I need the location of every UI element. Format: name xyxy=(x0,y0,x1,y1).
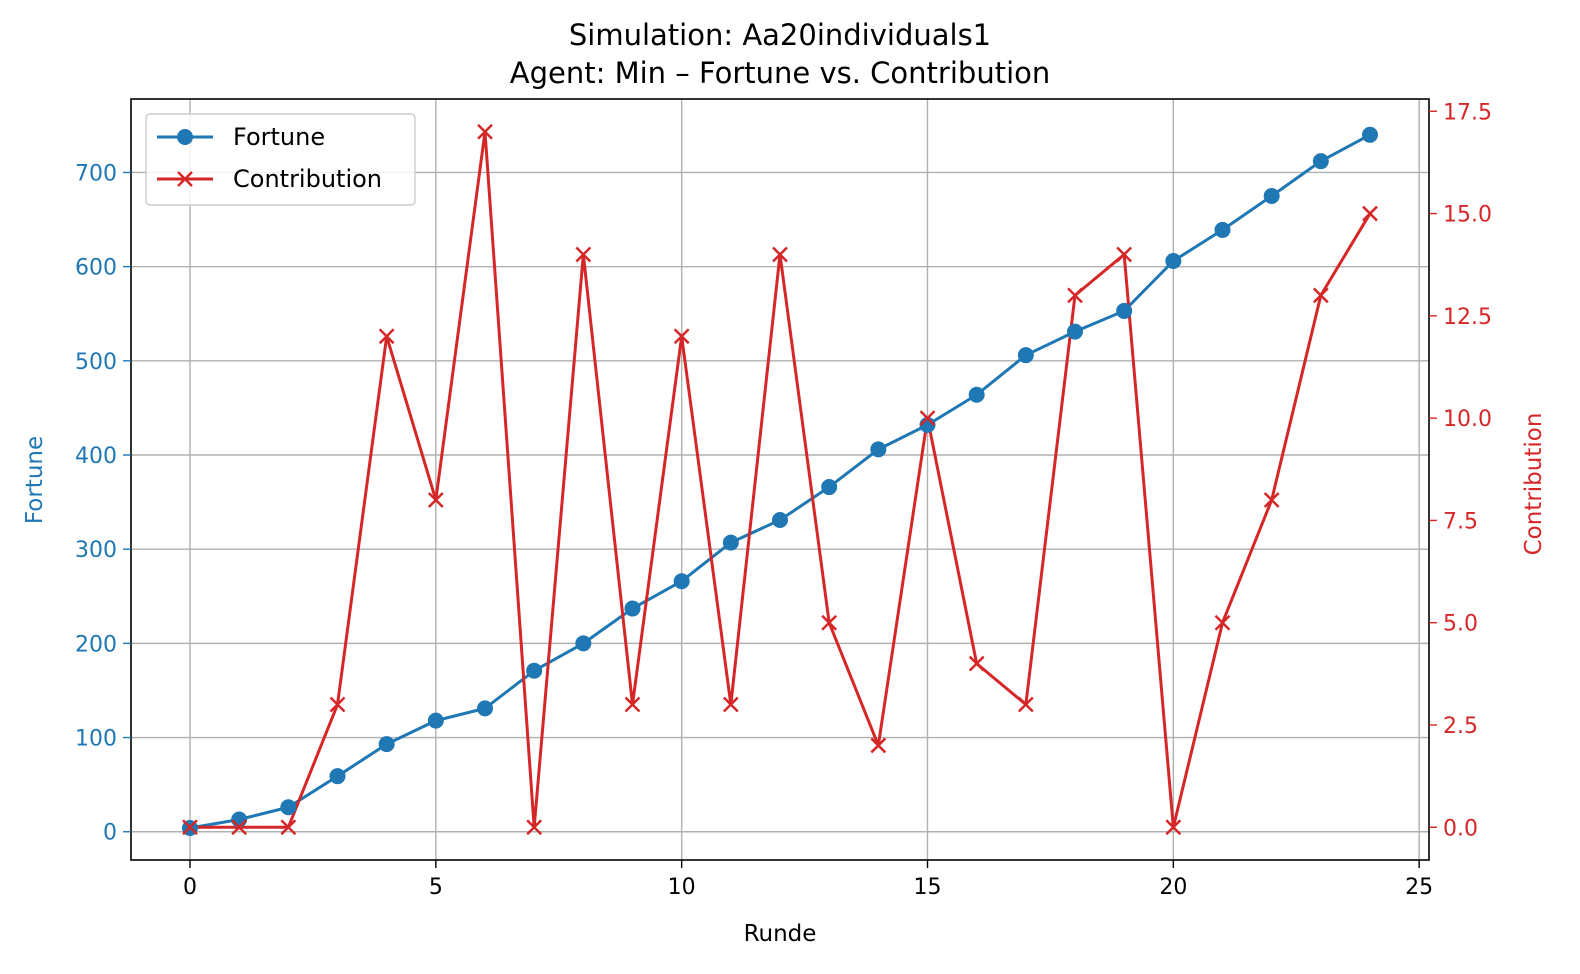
y-axis-left: 0 100 200 300 400 500 600 700 xyxy=(75,161,131,846)
contribution-point-16 xyxy=(968,655,985,672)
fortune-point-7 xyxy=(526,662,543,679)
y-right-tick-label-1: 2.5 xyxy=(1443,714,1478,739)
contribution-point-10 xyxy=(673,328,690,345)
fortune-point-18 xyxy=(1067,323,1083,340)
y-left-tick-label-5: 500 xyxy=(75,350,117,375)
fortune-point-6 xyxy=(477,700,493,717)
fortune-point-9 xyxy=(624,600,641,617)
y-right-tick-label-5: 12.5 xyxy=(1443,305,1492,330)
y-axis-left-label: Fortune xyxy=(22,436,48,524)
contribution-point-18 xyxy=(1067,287,1083,304)
contribution-point-23 xyxy=(1312,287,1329,304)
fortune-point-24 xyxy=(1362,126,1378,143)
fortune-point-23 xyxy=(1312,153,1329,170)
x-tick-label-1: 5 xyxy=(429,875,443,900)
fortune-point-20 xyxy=(1165,252,1182,269)
x-axis: 0 5 10 15 20 25 xyxy=(183,860,1433,900)
y-left-tick-label-7: 700 xyxy=(75,161,117,186)
fortune-point-16 xyxy=(968,386,985,403)
chart-subtitle: Agent: Min – Fortune vs. Contribution xyxy=(510,56,1051,90)
contribution-point-6 xyxy=(477,123,493,140)
y-right-tick-label-6: 15.0 xyxy=(1443,203,1492,228)
x-tick-label-3: 15 xyxy=(914,875,942,900)
contribution-point-0 xyxy=(182,819,198,836)
contribution-point-22 xyxy=(1263,492,1280,508)
y-right-tick-label-0: 0.0 xyxy=(1443,816,1478,841)
y-left-tick-label-1: 100 xyxy=(75,727,117,752)
fortune-point-21 xyxy=(1214,221,1231,238)
legend: Fortune Contribution xyxy=(145,113,416,206)
fortune-point-1 xyxy=(231,811,248,828)
y-right-tick-label-2: 5.0 xyxy=(1443,612,1478,637)
contribution-point-4 xyxy=(378,328,395,345)
legend-box xyxy=(145,113,416,206)
plot-frame xyxy=(130,98,1430,861)
grid xyxy=(131,99,1429,860)
contribution-point-24 xyxy=(1362,205,1378,222)
contribution-point-14 xyxy=(870,737,887,754)
y-right-tick-label-7: 17.5 xyxy=(1443,100,1492,125)
fortune-point-12 xyxy=(772,511,788,528)
fortune-point-5 xyxy=(427,712,444,729)
x-tick-label-5: 25 xyxy=(1405,875,1433,900)
series-line-contribution xyxy=(190,130,1372,829)
x-tick-label-4: 20 xyxy=(1159,875,1187,900)
fortune-point-11 xyxy=(722,534,739,551)
y-left-tick-label-6: 600 xyxy=(75,256,117,281)
y-left-tick-label-0: 0 xyxy=(103,821,117,846)
fortune-point-10 xyxy=(673,573,690,590)
fortune-point-13 xyxy=(821,479,838,496)
fortune-point-2 xyxy=(280,799,297,816)
legend-fortune-marker xyxy=(177,129,193,145)
fortune-point-8 xyxy=(575,635,592,652)
contribution-point-9 xyxy=(624,696,641,713)
contribution-point-20 xyxy=(1165,819,1182,836)
chart-title: Simulation: Aa20individuals1 xyxy=(569,18,991,52)
contribution-point-21 xyxy=(1214,614,1231,631)
y-axis-right-label: Contribution xyxy=(1521,413,1547,556)
y-axis-right: 0.0 2.5 5.0 7.5 10.0 12.5 15.0 17.5 xyxy=(1429,100,1492,841)
legend-fortune-label: Fortune xyxy=(233,123,325,151)
fortune-point-22 xyxy=(1263,188,1280,205)
contribution-point-17 xyxy=(1017,696,1034,713)
legend-contribution-label: Contribution xyxy=(233,165,382,193)
contribution-point-13 xyxy=(821,614,838,631)
contribution-point-19 xyxy=(1116,246,1133,263)
x-axis-label: Runde xyxy=(744,921,817,947)
contribution-point-7 xyxy=(526,819,543,836)
fortune-point-14 xyxy=(870,441,887,458)
fortune-point-4 xyxy=(378,736,395,753)
legend-contribution-marker xyxy=(177,171,193,187)
contribution-point-2 xyxy=(280,819,297,836)
series-layer xyxy=(182,123,1378,836)
y-left-tick-label-4: 400 xyxy=(75,444,117,469)
contribution-point-3 xyxy=(329,696,346,713)
y-right-tick-label-3: 7.5 xyxy=(1443,509,1478,534)
contribution-point-15 xyxy=(919,410,936,427)
contribution-point-12 xyxy=(772,246,788,263)
y-right-tick-label-4: 10.0 xyxy=(1443,407,1492,432)
fortune-point-3 xyxy=(329,768,346,785)
fortune-point-17 xyxy=(1017,347,1034,364)
x-tick-label-2: 10 xyxy=(668,875,696,900)
contribution-point-5 xyxy=(427,492,444,508)
y-left-tick-label-2: 200 xyxy=(75,632,117,657)
y-left-tick-label-3: 300 xyxy=(75,538,117,563)
x-tick-label-0: 0 xyxy=(183,875,197,900)
contribution-point-1 xyxy=(231,819,248,836)
contribution-point-11 xyxy=(722,696,739,713)
fortune-point-19 xyxy=(1116,302,1133,319)
contribution-point-8 xyxy=(575,246,592,263)
